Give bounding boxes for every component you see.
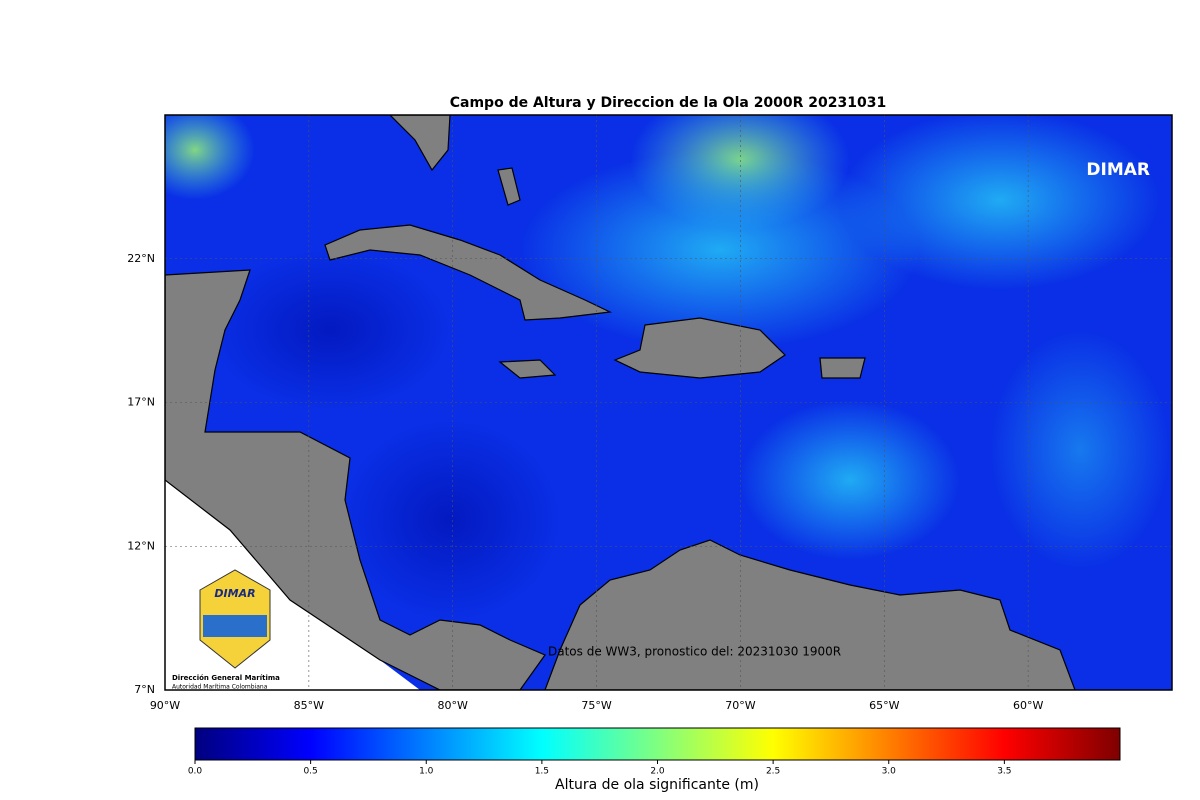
colorbar-tick-label: 3.0 bbox=[882, 767, 897, 777]
colorbar-tick-label: 0.0 bbox=[188, 767, 203, 777]
lon-tick-label: 90°W bbox=[150, 699, 180, 712]
colorbar-tick-label: 1.0 bbox=[419, 767, 434, 777]
wave-patch bbox=[165, 115, 255, 200]
lon-tick-label: 85°W bbox=[294, 699, 324, 712]
source-note: Datos de WW3, pronostico del: 20231030 1… bbox=[548, 645, 841, 659]
logo-brand: DIMAR bbox=[214, 587, 255, 600]
map-frame bbox=[164, 114, 1173, 691]
land-puerto-rico bbox=[819, 357, 866, 379]
lon-tick-label: 60°W bbox=[1013, 699, 1043, 712]
colorbar-label: Altura de ola significante (m) bbox=[555, 777, 759, 793]
lat-tick-label: 22°N bbox=[127, 252, 155, 265]
land-cuba bbox=[324, 224, 613, 321]
wave-patch bbox=[740, 400, 960, 560]
wave-patch bbox=[990, 330, 1170, 570]
map-title: Campo de Altura y Direccion de la Ola 20… bbox=[450, 95, 887, 111]
colorbar-tick-label: 1.5 bbox=[535, 767, 549, 777]
wave-patch bbox=[210, 250, 450, 410]
lat-tick-label: 7°N bbox=[134, 683, 155, 696]
land-central-america bbox=[165, 269, 546, 690]
brand-label: DIMAR bbox=[1086, 160, 1150, 180]
land-jamaica bbox=[498, 359, 557, 379]
colorbar-tick-label: 0.5 bbox=[303, 767, 317, 777]
lat-tick-label: 12°N bbox=[127, 539, 155, 552]
land-hispaniola bbox=[613, 317, 786, 379]
lat-tick-label: 17°N bbox=[127, 396, 155, 409]
logo-wave bbox=[203, 615, 267, 637]
lon-tick-label: 75°W bbox=[581, 699, 611, 712]
colorbar-tick-label: 3.5 bbox=[997, 767, 1011, 777]
lon-tick-label: 70°W bbox=[725, 699, 755, 712]
land-bahamas bbox=[497, 167, 521, 206]
wave-patch bbox=[840, 115, 1160, 290]
colorbar-tick-label: 2.5 bbox=[766, 767, 780, 777]
wave-patch bbox=[340, 420, 560, 620]
colorbar bbox=[194, 727, 1121, 761]
lon-tick-label: 80°W bbox=[438, 699, 468, 712]
land-south-america bbox=[544, 539, 1076, 690]
sea-field bbox=[165, 115, 1172, 690]
land-florida bbox=[389, 115, 451, 172]
lon-tick-label: 65°W bbox=[869, 699, 899, 712]
logo-subtitle: Autoridad Marítima Colombiana bbox=[172, 684, 268, 691]
wave-patch bbox=[520, 150, 920, 350]
logo: DIMAR Dirección General Marítima Autorid… bbox=[172, 569, 280, 691]
logo-name: Dirección General Marítima bbox=[172, 674, 280, 682]
colorbar-tick-label: 2.0 bbox=[650, 767, 665, 777]
